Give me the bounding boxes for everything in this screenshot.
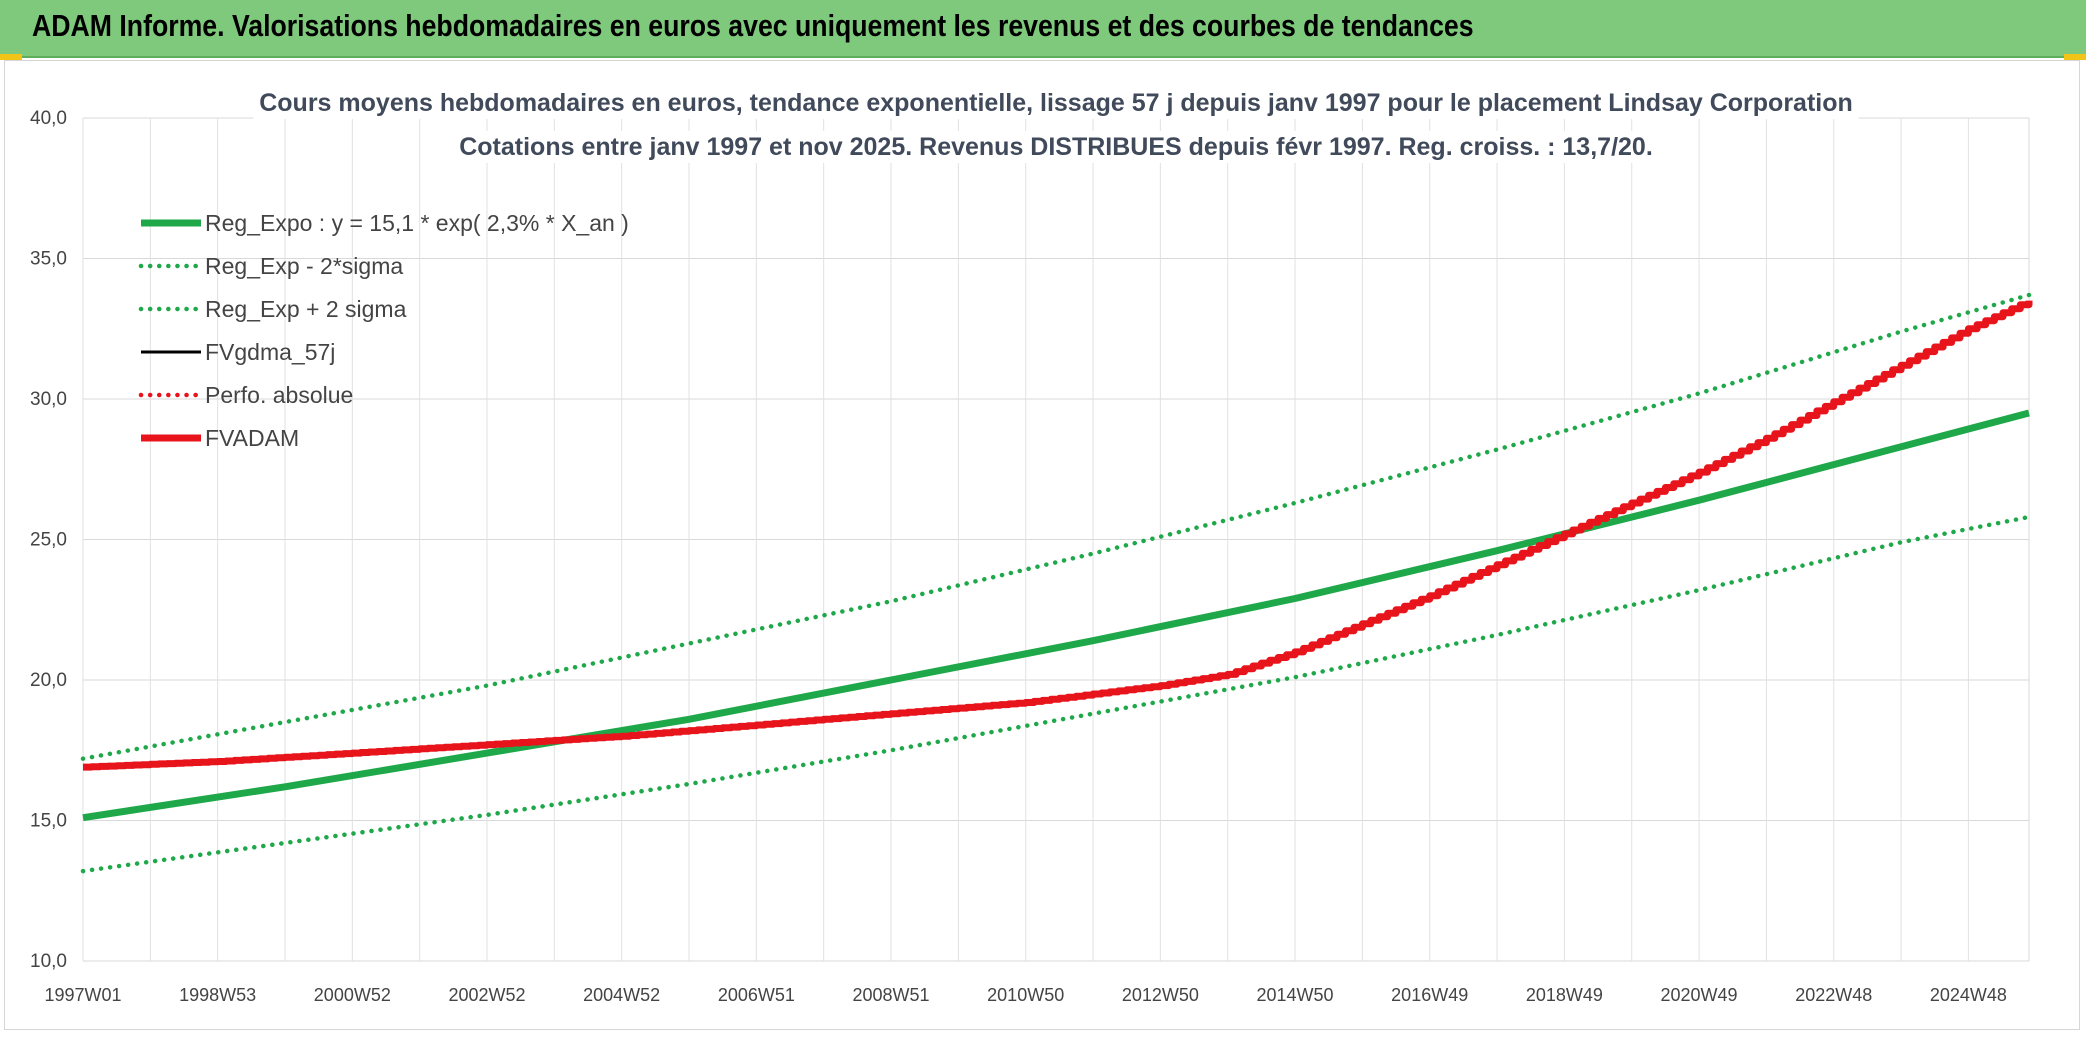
legend-label: Perfo. absolue (205, 382, 353, 408)
y-tick-label: 10,0 (30, 951, 67, 972)
x-tick-label: 2018W49 (1526, 985, 1603, 1005)
x-tick-label: 2024W48 (1930, 985, 2007, 1005)
chart-grid (82, 117, 2030, 962)
x-tick-label: 2008W51 (852, 985, 929, 1005)
chart-subtitle: Cotations entre janv 1997 et nov 2025. R… (459, 133, 1653, 161)
chart-title-bg (253, 87, 1859, 119)
report-header: ADAM Informe. Valorisations hebdomadaire… (0, 0, 2086, 58)
chart-title: Cours moyens hebdomadaires en euros, ten… (259, 89, 1853, 117)
chart-frame: 10,0 15,0 20,0 25,0 30,0 35,0 40,0 1997W01 1998W… (4, 60, 2080, 1030)
y-tick-label: 30,0 (30, 389, 67, 410)
x-tick-label: 2000W52 (314, 985, 391, 1005)
series-line-reg-exp-2-sigma (80, 292, 2032, 761)
y-tick-label: 20,0 (30, 670, 67, 691)
x-tick-label: 1997W01 (44, 985, 121, 1005)
report-title: ADAM Informe. Valorisations hebdomadaire… (32, 8, 1474, 43)
legend-label: FVADAM (205, 425, 299, 451)
legend-label: Reg_Exp + 2 sigma (205, 296, 407, 322)
y-tick-label: 15,0 (30, 811, 67, 832)
x-tick-label: 2022W48 (1795, 985, 1872, 1005)
x-tick-label: 2004W52 (583, 985, 660, 1005)
x-tick-label: 1998W53 (179, 985, 256, 1005)
chart-subtitle-bg (453, 131, 1659, 163)
chart-titles: Cours moyens hebdomadaires en euros, ten… (253, 87, 1859, 163)
chart: 10,0 15,0 20,0 25,0 30,0 35,0 40,0 1997W01 1998W… (30, 87, 2033, 1005)
corner-accent (0, 54, 22, 60)
x-tick-label: 2006W51 (718, 985, 795, 1005)
x-tick-label: 2014W50 (1257, 985, 1334, 1005)
series-line-fvadam (83, 300, 2033, 771)
legend-label: Reg_Exp - 2*sigma (205, 253, 403, 279)
y-tick-label: 35,0 (30, 249, 67, 270)
legend-label: FVgdma_57j (205, 339, 335, 365)
x-tick-label: 2010W50 (987, 985, 1064, 1005)
y-tick-label: 25,0 (30, 530, 67, 551)
x-tick-label: 2020W49 (1661, 985, 1738, 1005)
x-tick-label: 2012W50 (1122, 985, 1199, 1005)
x-tick-label: 2002W52 (448, 985, 525, 1005)
y-tick-label: 40,0 (30, 108, 67, 129)
chart-series (80, 292, 2033, 874)
series-line-reg-expo-y-15-1-exp-2-3-x-an- (82, 409, 2030, 822)
series-line-reg-exp-2-sigma (80, 514, 2032, 874)
chart-legend: Reg_Expo : y = 15,1 * exp( 2,3% * X_an )… (138, 210, 629, 451)
chart-axes: 10,0 15,0 20,0 25,0 30,0 35,0 40,0 1997W01 1998W… (30, 108, 2007, 1005)
corner-accent (2064, 54, 2086, 60)
legend-label: Reg_Expo : y = 15,1 * exp( 2,3% * X_an ) (205, 210, 629, 236)
x-tick-label: 2016W49 (1391, 985, 1468, 1005)
